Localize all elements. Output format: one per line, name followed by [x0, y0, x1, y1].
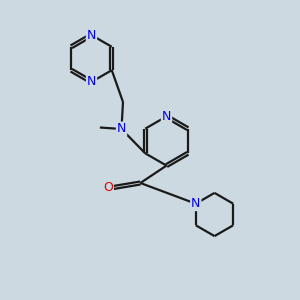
Text: N: N: [191, 197, 200, 210]
Text: N: N: [117, 122, 126, 136]
Text: N: N: [162, 110, 171, 123]
Text: O: O: [103, 181, 113, 194]
Text: N: N: [87, 75, 96, 88]
Text: N: N: [87, 28, 96, 42]
